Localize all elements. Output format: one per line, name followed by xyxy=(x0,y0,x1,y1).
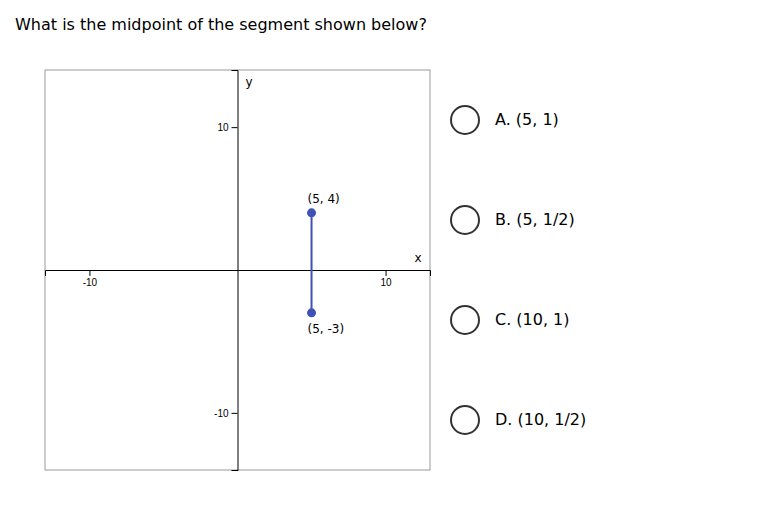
chart: What is the midpoint of the segment show… xyxy=(0,0,773,509)
radio-button[interactable] xyxy=(451,206,479,234)
y-axis: -10 10 xyxy=(214,71,238,471)
y-tick: 10 xyxy=(217,122,237,133)
data-labels: (5, 4) (5, -3) xyxy=(308,192,345,336)
y-axis-line xyxy=(232,71,239,471)
plot-frame xyxy=(45,70,430,470)
title: What is the midpoint of the segment show… xyxy=(15,15,427,34)
point-label: (5, 4) xyxy=(308,192,340,206)
y-tick-mark xyxy=(232,127,238,128)
x-axis-label: x xyxy=(414,251,421,265)
radio-button[interactable] xyxy=(451,406,479,434)
segment xyxy=(311,213,313,313)
y-tick: -10 xyxy=(214,408,237,419)
x-tick-mark xyxy=(89,270,90,276)
choice-text: D. (10, 1/2) xyxy=(495,410,586,429)
choice-text: B. (5, 1/2) xyxy=(495,210,575,229)
point xyxy=(307,208,316,217)
point xyxy=(307,308,316,317)
x-tick-label: 10 xyxy=(381,277,393,288)
y-tick-label: 10 xyxy=(217,122,229,133)
x-tick: 10 xyxy=(381,270,393,288)
x-tick-mark xyxy=(386,270,387,276)
radio-button[interactable] xyxy=(451,106,479,134)
point-label: (5, -3) xyxy=(308,322,345,336)
y-tick-mark xyxy=(232,413,238,414)
y-tick-label: -10 xyxy=(214,408,229,419)
x-tick-label: -10 xyxy=(83,277,98,288)
radio-button[interactable] xyxy=(451,306,479,334)
marks xyxy=(307,208,316,317)
x-tick: -10 xyxy=(83,270,98,288)
choice-text: A. (5, 1) xyxy=(495,110,559,129)
choice-text: C. (10, 1) xyxy=(495,310,570,329)
choices: A. (5, 1) B. (5, 1/2) C. (10, 1) D. (10, 1/… xyxy=(451,106,586,434)
y-axis-label: y xyxy=(246,75,253,89)
